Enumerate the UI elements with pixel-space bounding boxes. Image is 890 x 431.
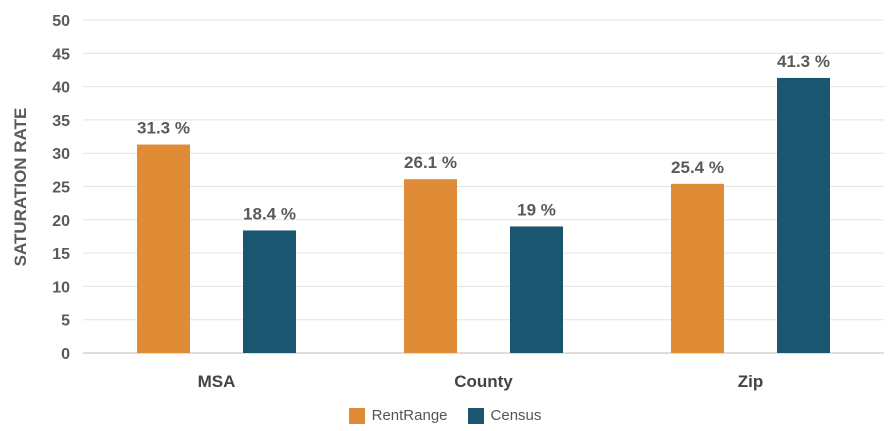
y-tick-label: 40	[52, 80, 70, 97]
bar-census-county[interactable]	[510, 226, 563, 353]
bar-chart: 0 5 10 15 20 25 30 35 40 45 50 31.3 % 18.4 % 26.1 % 1…	[11, 13, 884, 391]
data-label: 26.1 %	[404, 153, 457, 172]
bar-census-zip[interactable]	[777, 77, 830, 353]
legend-swatch-rentrange	[348, 407, 365, 424]
data-label: 31.3 %	[137, 119, 190, 138]
y-tick-label: 30	[52, 146, 70, 163]
legend-item-census[interactable]: Census	[467, 407, 542, 424]
x-tick-label: County	[454, 372, 513, 391]
y-tick-label: 15	[52, 246, 70, 263]
legend-swatch-census	[467, 407, 484, 424]
y-tick-label: 35	[52, 113, 70, 130]
y-tick-label: 5	[61, 313, 70, 330]
y-axis-label: SATURATION RATE	[11, 108, 30, 267]
y-tick-label: 10	[52, 279, 70, 296]
y-tick-label: 20	[52, 213, 70, 230]
data-labels: 31.3 % 18.4 % 26.1 % 19 % 25.4 % 41.3 %	[137, 52, 830, 224]
legend-label-rentrange: RentRange	[371, 407, 448, 424]
data-label: 19 %	[517, 200, 556, 219]
bar-rentrange-msa[interactable]	[137, 144, 190, 353]
bar-rentrange-zip[interactable]	[671, 183, 724, 353]
data-label: 18.4 %	[243, 204, 296, 223]
x-tick-label: MSA	[198, 372, 236, 391]
y-tick-label: 25	[52, 180, 70, 197]
legend: RentRange Census	[0, 407, 890, 424]
bar-census-msa[interactable]	[243, 230, 296, 353]
y-tick-label: 50	[52, 13, 70, 30]
legend-item-rentrange[interactable]: RentRange	[348, 407, 448, 424]
data-label: 25.4 %	[671, 158, 724, 177]
y-axis-ticks: 0 5 10 15 20 25 30 35 40 45 50	[52, 13, 70, 363]
x-tick-label: Zip	[738, 372, 764, 391]
y-tick-label: 45	[52, 46, 70, 63]
legend-label-census: Census	[490, 407, 542, 424]
bars	[137, 77, 830, 353]
data-label: 41.3 %	[777, 52, 830, 71]
grid-lines	[83, 19, 884, 354]
bar-rentrange-county[interactable]	[404, 179, 457, 353]
y-tick-label: 0	[61, 346, 70, 363]
x-axis-ticks: MSA County Zip	[198, 372, 764, 391]
